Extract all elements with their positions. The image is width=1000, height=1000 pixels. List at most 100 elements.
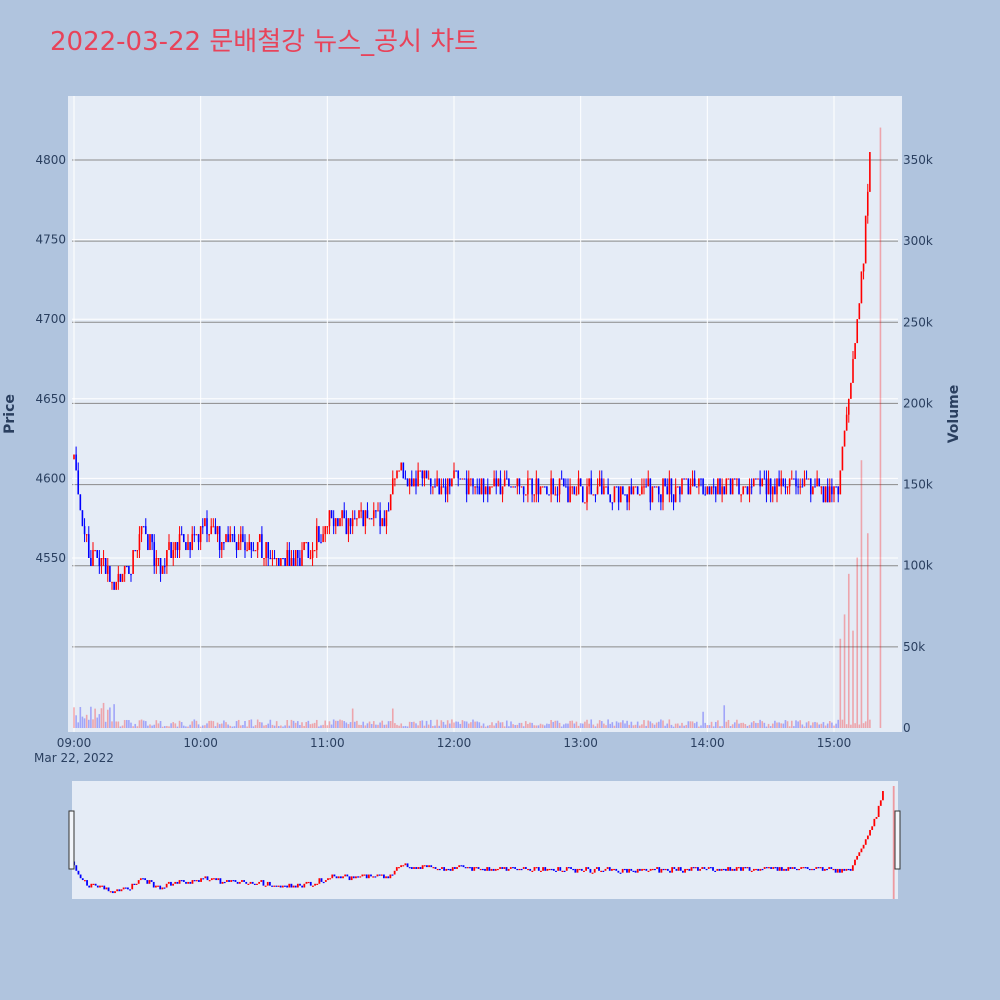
volume-bar	[349, 722, 352, 728]
mini-candle	[243, 880, 245, 882]
mini-candle	[294, 885, 297, 888]
mini-candle	[531, 870, 534, 872]
mini-candle	[589, 868, 592, 873]
volume-bar	[833, 725, 835, 728]
candle-body	[301, 550, 303, 566]
mini-candle	[359, 876, 362, 878]
volume-bar	[793, 726, 795, 728]
mini-candle	[843, 868, 846, 871]
candle-body	[100, 558, 103, 566]
volume-bar	[847, 573, 850, 728]
volume-bar	[360, 724, 362, 728]
mini-candle	[535, 867, 538, 869]
candle-body	[721, 486, 723, 495]
mini-candle	[466, 867, 469, 869]
candle-body	[619, 486, 622, 503]
mini-candle	[185, 881, 187, 884]
mini-candle	[550, 868, 553, 871]
candle-body	[345, 518, 348, 535]
candle-body	[575, 494, 578, 496]
candle-body	[841, 446, 844, 471]
y-tick-label: 4700	[35, 312, 66, 326]
candle-body	[347, 518, 350, 535]
candle-body	[843, 430, 846, 447]
candle-body	[356, 518, 358, 520]
mini-candle	[645, 868, 648, 871]
candle-body	[151, 534, 153, 543]
mini-candle	[159, 885, 162, 890]
mini-candle	[819, 867, 822, 869]
candle-body	[605, 486, 607, 488]
mini-candle	[133, 883, 136, 885]
candle-body	[275, 558, 278, 560]
candle-body	[615, 486, 618, 488]
mini-candle	[417, 867, 420, 869]
candle-body	[128, 565, 130, 574]
mini-candle	[432, 867, 435, 869]
mini-candle	[755, 868, 757, 871]
candle-body	[788, 478, 791, 487]
volume-bar	[250, 719, 253, 728]
mini-candle	[649, 868, 652, 871]
volume-bar	[408, 721, 411, 728]
range-slider-right-handle[interactable]	[894, 810, 901, 870]
candle-body	[624, 494, 626, 496]
candle-body	[256, 542, 259, 551]
volume-bar	[172, 722, 175, 728]
volume-bar	[672, 726, 675, 728]
candle-body	[499, 478, 502, 495]
mini-candle	[286, 885, 289, 888]
mini-candle	[783, 868, 785, 871]
volume-bar	[216, 722, 219, 728]
volume-bar	[446, 720, 449, 728]
volume-bar	[486, 725, 489, 728]
mini-candle	[142, 878, 144, 880]
volume-bar	[497, 720, 500, 728]
mini-candle	[367, 874, 370, 879]
candle-body	[73, 454, 75, 460]
candle-body	[113, 581, 115, 590]
volume-bar	[727, 719, 730, 728]
volume-bar	[244, 720, 246, 728]
volume-bar	[81, 716, 84, 728]
main-plot-area[interactable]	[68, 96, 902, 732]
volume-bar	[379, 722, 381, 728]
mini-candle	[802, 867, 805, 869]
mini-candle	[182, 880, 185, 882]
volume-bar	[387, 721, 390, 728]
mini-candle	[583, 870, 585, 872]
candle-body	[558, 478, 561, 495]
candle-body	[761, 478, 764, 487]
candle-body	[672, 494, 675, 503]
volume-bar	[370, 723, 373, 728]
mini-candle	[688, 868, 691, 871]
range-slider-preview	[71, 786, 895, 899]
volume-bar	[455, 721, 457, 728]
range-slider[interactable]	[72, 781, 898, 899]
volume-bar	[303, 725, 305, 728]
candle-body	[493, 478, 495, 487]
mini-candle	[587, 867, 590, 869]
range-slider-left-handle[interactable]	[68, 810, 75, 870]
volume-bar	[432, 725, 434, 728]
candle-body	[862, 263, 865, 272]
volume-bar	[121, 725, 124, 728]
candle-body	[771, 486, 774, 495]
mini-candle	[619, 872, 622, 874]
mini-candle	[851, 865, 854, 871]
candle-body	[752, 478, 755, 487]
volume-bar	[204, 725, 206, 728]
mini-candle	[699, 868, 702, 871]
mini-candle	[277, 885, 280, 887]
volume-bar	[512, 724, 514, 728]
mini-candle	[174, 881, 177, 884]
mini-candle	[217, 878, 220, 881]
mini-candle	[671, 867, 674, 873]
candle-body	[727, 478, 730, 480]
volume-bar	[535, 725, 538, 728]
mini-candle	[77, 870, 80, 875]
candle-body	[90, 558, 92, 566]
mini-candle	[124, 887, 127, 889]
mini-candle	[621, 868, 624, 873]
volume-bar	[615, 721, 618, 728]
